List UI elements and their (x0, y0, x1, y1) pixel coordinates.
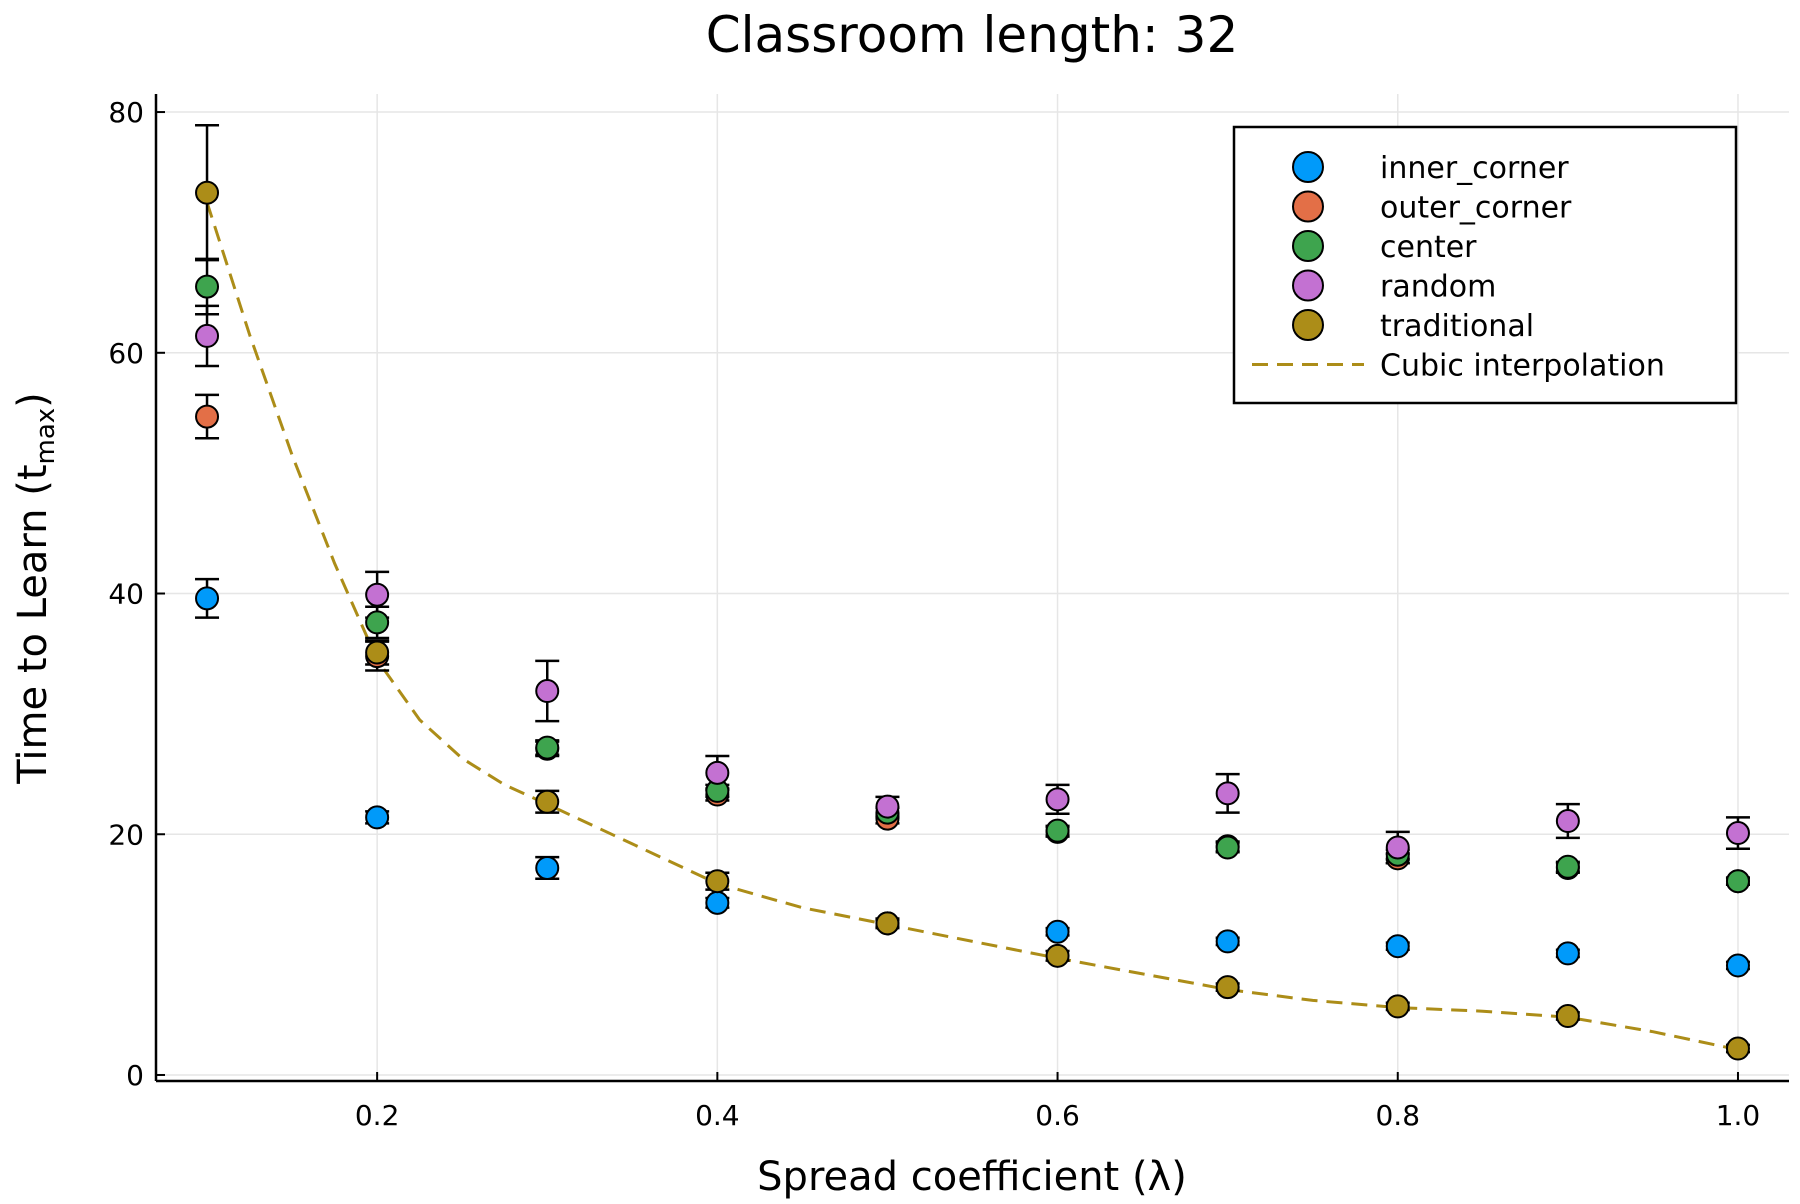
y-axis-label-close: ) (10, 392, 56, 408)
y-ticks: 0 20 40 60 80 (108, 96, 165, 1092)
point-inner-corner (1555, 941, 1580, 966)
fit-layer (205, 201, 1739, 1052)
legend-label-inner-corner: inner_corner (1380, 151, 1569, 186)
y-tick-label: 60 (108, 337, 144, 370)
legend-marker-inner-corner (1292, 151, 1324, 183)
point-center (1215, 835, 1240, 860)
x-ticks: 0.2 0.4 0.6 0.8 1.0 (355, 1072, 1760, 1132)
fit-line (205, 201, 1739, 1052)
point-random (1555, 809, 1580, 834)
x-tick-label: 0.6 (1035, 1099, 1080, 1132)
legend-marker-center (1292, 230, 1324, 262)
point-traditional (1045, 943, 1070, 968)
point-traditional (1385, 994, 1410, 1019)
chart-title: Classroom length: 32 (706, 6, 1239, 64)
point-center (365, 610, 390, 635)
legend-label-cubic-interpolation: Cubic interpolation (1380, 349, 1665, 384)
point-random (195, 323, 220, 348)
point-random (1215, 781, 1240, 806)
point-inner-corner (1215, 929, 1240, 954)
point-inner-corner (1385, 934, 1410, 959)
x-tick-label: 1.0 (1716, 1099, 1761, 1132)
point-random (365, 582, 390, 607)
y-axis-label-subscript: max (31, 408, 61, 465)
y-axis-label-main: Time to Learn (t (10, 464, 56, 784)
point-inner-corner (1725, 953, 1750, 978)
legend-label-random: random (1380, 270, 1496, 305)
data-points (195, 180, 1750, 1061)
point-center (1555, 854, 1580, 879)
y-axis-label: Time to Learn (tmax) (10, 392, 61, 785)
y-tick-label: 20 (108, 818, 144, 851)
point-random (875, 794, 900, 819)
legend-label-center: center (1380, 230, 1477, 265)
x-axis-label: Spread coefficient (λ) (757, 1154, 1187, 1200)
point-traditional (535, 789, 560, 814)
x-tick-label: 0.8 (1375, 1099, 1420, 1132)
legend-label-traditional: traditional (1380, 309, 1534, 344)
point-center (195, 274, 220, 299)
point-center (535, 735, 560, 760)
y-tick-label: 40 (108, 578, 144, 611)
point-inner-corner (195, 586, 220, 611)
point-traditional (1555, 1004, 1580, 1029)
point-random (1045, 787, 1070, 812)
point-traditional (195, 180, 220, 205)
axes (154, 94, 1789, 1083)
point-inner-corner (365, 805, 390, 830)
legend-marker-random (1292, 269, 1324, 302)
point-inner-corner (535, 855, 560, 880)
point-random (535, 679, 560, 704)
legend-marker-outer-corner (1292, 190, 1324, 223)
legend-label-outer-corner: outer_corner (1380, 191, 1572, 226)
point-traditional (875, 911, 900, 936)
point-random (1385, 835, 1410, 860)
point-inner-corner (1045, 919, 1070, 944)
point-center (1725, 869, 1750, 894)
point-random (1725, 821, 1750, 846)
point-traditional (1725, 1036, 1750, 1061)
point-random (705, 760, 730, 785)
point-center (1045, 818, 1070, 843)
y-tick-label: 0 (126, 1059, 144, 1092)
legend-marker-traditional (1292, 309, 1324, 341)
point-traditional (705, 869, 730, 894)
y-tick-label: 80 (108, 96, 144, 129)
point-traditional (365, 640, 390, 665)
x-tick-label: 0.4 (695, 1099, 740, 1132)
point-outer-corner (195, 404, 220, 429)
x-tick-label: 0.2 (355, 1099, 400, 1132)
point-traditional (1215, 975, 1240, 1000)
point-inner-corner (705, 890, 730, 915)
